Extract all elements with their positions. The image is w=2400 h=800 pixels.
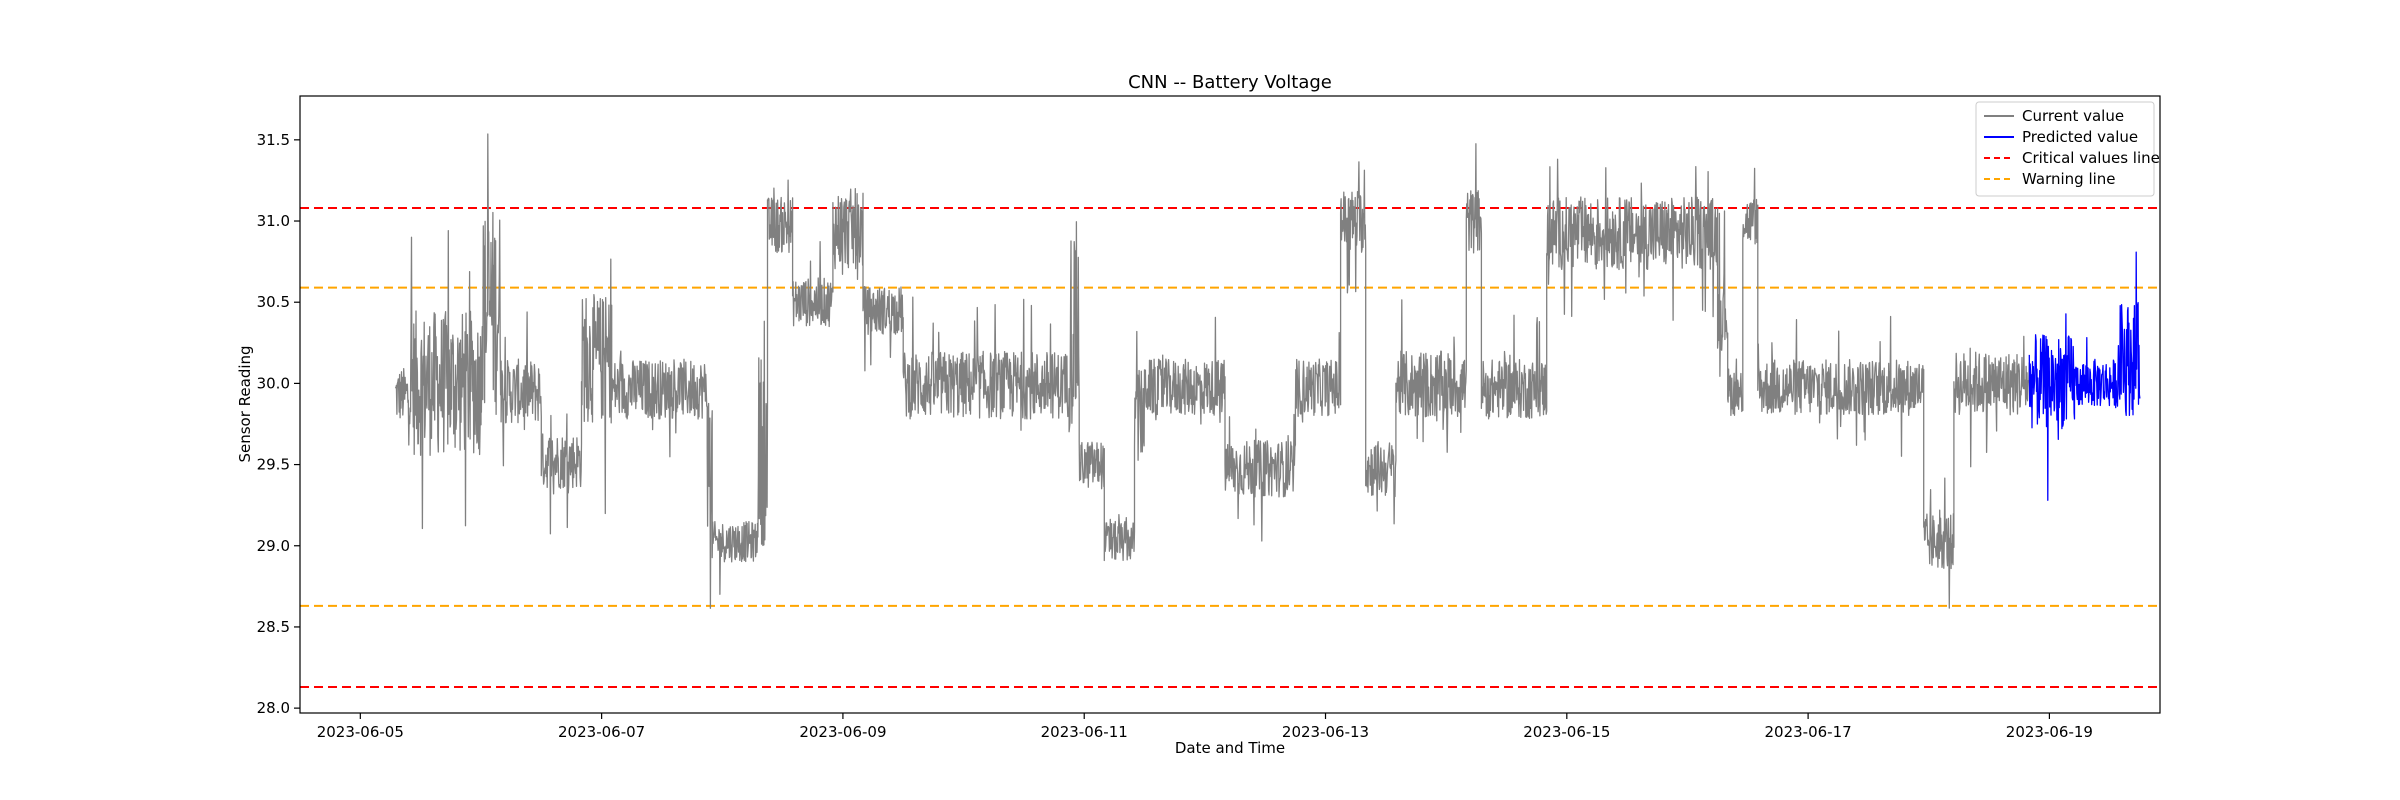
y-tick-label: 31.0 — [257, 212, 290, 230]
y-axis-label: Sensor Reading — [236, 345, 254, 462]
x-tick-label: 2023-06-09 — [799, 723, 886, 741]
predicted-value-series-line — [2028, 251, 2141, 501]
chart-title: CNN -- Battery Voltage — [1128, 72, 1332, 93]
x-tick-label: 2023-06-19 — [2006, 723, 2093, 741]
plot-area — [300, 96, 2160, 713]
y-tick-label: 30.5 — [257, 293, 290, 311]
legend-label-current-value: Current value — [2022, 107, 2124, 125]
x-tick-label: 2023-06-07 — [558, 723, 645, 741]
y-tick-label: 28.0 — [257, 699, 290, 717]
x-tick-label: 2023-06-17 — [1765, 723, 1852, 741]
legend-label-predicted-value: Predicted value — [2022, 128, 2138, 146]
plot-frame — [299, 95, 2161, 714]
legend: Current value Predicted value Critical val… — [1975, 101, 2160, 197]
reference-lines — [300, 207, 2160, 689]
y-tick-label: 31.5 — [257, 131, 290, 149]
x-axis: 2023-06-05 2023-06-07 2023-06-09 2023-06-11… — [317, 713, 2093, 741]
legend-box — [1975, 101, 2155, 197]
y-tick-label: 29.0 — [257, 537, 290, 555]
x-tick-label: 2023-06-11 — [1041, 723, 1128, 741]
current-value-series-line — [394, 133, 2030, 609]
series-layer — [394, 133, 2141, 609]
y-tick-label: 29.5 — [257, 456, 290, 474]
x-tick-label: 2023-06-05 — [317, 723, 404, 741]
y-tick-label: 28.5 — [257, 618, 290, 636]
legend-label-critical-values-line: Critical values line — [2022, 149, 2160, 167]
x-tick-label: 2023-06-13 — [1282, 723, 1369, 741]
y-axis: 28.0 28.5 29.0 29.5 30.0 30.5 31.0 31.5 — [257, 131, 300, 717]
x-tick-label: 2023-06-15 — [1523, 723, 1610, 741]
x-axis-label: Date and Time — [1175, 739, 1285, 757]
legend-label-warning-line: Warning line — [2022, 170, 2116, 188]
y-tick-label: 30.0 — [257, 374, 290, 392]
